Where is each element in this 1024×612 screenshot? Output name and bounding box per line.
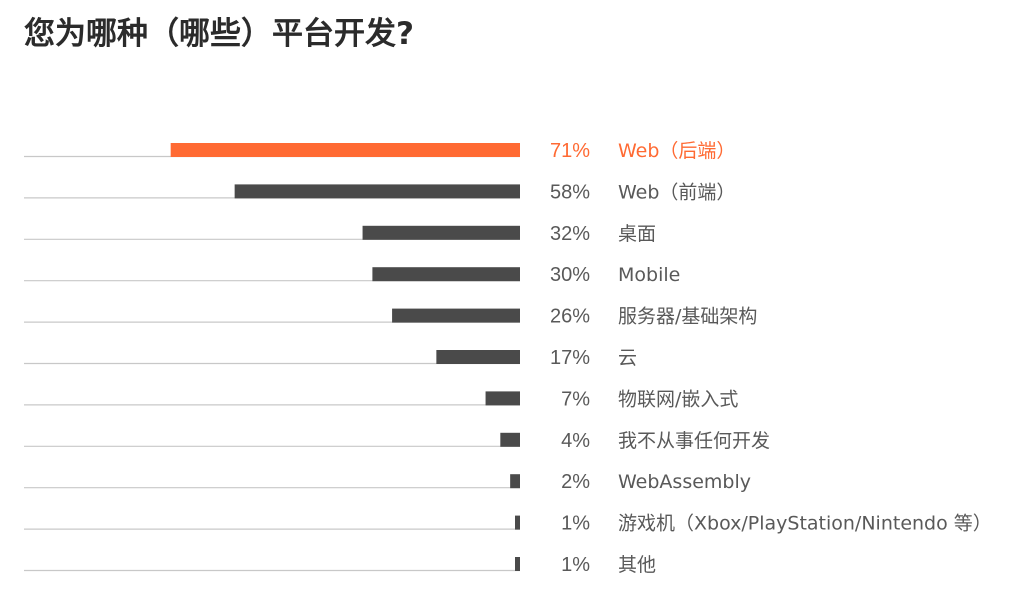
bar: [170, 143, 520, 157]
category-label: WebAssembly: [618, 471, 751, 493]
value-label: 32%: [550, 223, 590, 245]
value-label: 58%: [550, 181, 590, 203]
bar: [500, 432, 520, 447]
bar: [515, 557, 520, 571]
bar: [485, 391, 520, 406]
value-label: 7%: [561, 388, 590, 410]
value-label: 4%: [561, 430, 590, 452]
bar: [372, 267, 520, 282]
bar: [515, 515, 520, 530]
category-label: Mobile: [618, 264, 680, 286]
bar: [234, 184, 520, 199]
category-label: 其他: [618, 554, 656, 576]
value-label: 17%: [550, 347, 590, 369]
bar: [362, 225, 520, 240]
value-label: 30%: [550, 264, 590, 286]
category-label: 我不从事任何开发: [618, 430, 770, 452]
value-label: 1%: [561, 554, 590, 576]
value-label: 71%: [550, 140, 590, 162]
category-label: 物联网/嵌入式: [618, 388, 738, 410]
value-label: 1%: [561, 513, 590, 535]
bar: [510, 474, 520, 489]
bar: [436, 350, 520, 364]
category-label: 桌面: [618, 223, 656, 245]
category-label: Web（后端）: [618, 140, 735, 162]
category-label: 云: [618, 347, 637, 369]
value-label: 2%: [561, 471, 590, 493]
category-label: 服务器/基础架构: [618, 306, 757, 328]
page-title: 您为哪种（哪些）平台开发?: [24, 16, 414, 52]
bar: [392, 308, 520, 323]
category-label: 游戏机（Xbox/PlayStation/Nintendo 等）: [618, 513, 992, 535]
category-label: Web（前端）: [618, 181, 735, 203]
value-label: 26%: [550, 306, 590, 328]
